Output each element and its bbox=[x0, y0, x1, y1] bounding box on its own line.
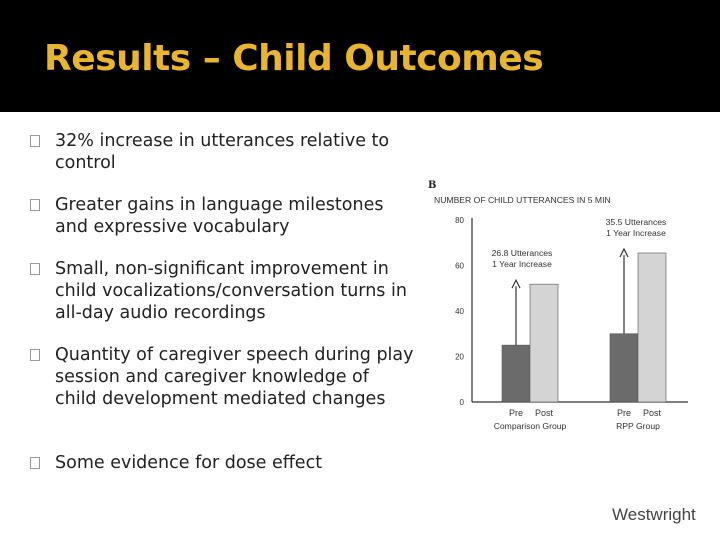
chart-panel-label: B bbox=[428, 180, 436, 191]
bullet-box-icon bbox=[30, 135, 40, 147]
bullet-box-icon bbox=[30, 349, 40, 361]
x-tick-label: Pre bbox=[617, 408, 631, 418]
group-label: RPP Group bbox=[616, 421, 660, 431]
annotation-line: 1 Year Increase bbox=[606, 228, 666, 238]
y-tick-label: 60 bbox=[455, 262, 464, 271]
title-band bbox=[0, 0, 720, 112]
bar-post bbox=[529, 283, 559, 403]
y-tick-label: 20 bbox=[455, 353, 464, 362]
bullet-box-icon bbox=[30, 457, 40, 469]
bullet-box-icon bbox=[30, 263, 40, 275]
increase-arrow-head bbox=[619, 247, 629, 258]
footer-brand: Westwright bbox=[612, 505, 696, 524]
x-tick-label: Post bbox=[535, 408, 554, 418]
bullet-text: Greater gains in language milestones and… bbox=[55, 195, 384, 237]
bullet-box-icon bbox=[30, 199, 40, 211]
x-tick-label: Pre bbox=[509, 408, 523, 418]
annotation-line: 35.5 Utterances bbox=[606, 217, 667, 227]
y-tick-label: 80 bbox=[455, 216, 464, 225]
bar-post bbox=[637, 252, 667, 403]
bullet-text: 32% increase in utterances relative to c… bbox=[55, 131, 390, 173]
annotation-line: 1 Year Increase bbox=[492, 259, 552, 269]
bullet-text: Small, non-significant improvement in ch… bbox=[55, 259, 407, 323]
slide-title: Results – Child Outcomes bbox=[44, 38, 544, 79]
bullet-text: Some evidence for dose effect bbox=[55, 453, 323, 473]
bar-pre bbox=[609, 333, 639, 403]
increase-arrow-head bbox=[511, 278, 521, 289]
y-tick-label: 40 bbox=[455, 307, 464, 316]
bullet-text: Quantity of caregiver speech during play… bbox=[55, 345, 414, 409]
x-tick-label: Post bbox=[643, 408, 662, 418]
annotation-line: 26.8 Utterances bbox=[492, 248, 553, 258]
group-label: Comparison Group bbox=[494, 421, 567, 431]
y-tick-label: 0 bbox=[460, 398, 465, 407]
bar-pre bbox=[501, 344, 531, 403]
chart-title: NUMBER OF CHILD UTTERANCES IN 5 MIN bbox=[434, 195, 611, 205]
utterances-bar-chart: B NUMBER OF CHILD UTTERANCES IN 5 MIN 0 20 4… bbox=[428, 180, 688, 431]
